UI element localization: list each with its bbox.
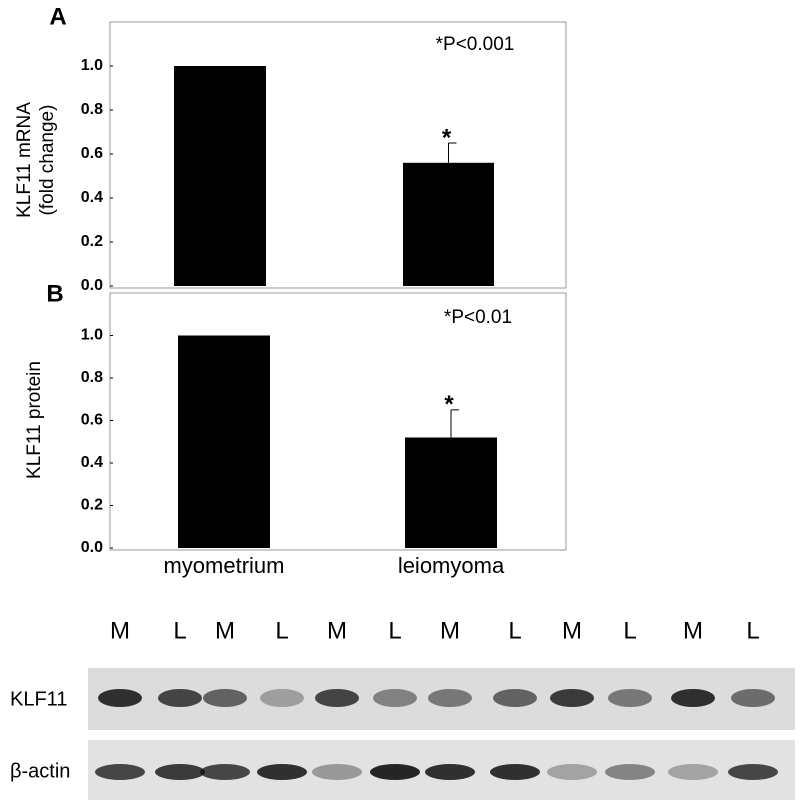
band xyxy=(608,689,652,707)
y-tick-label: 0.4 xyxy=(81,189,103,206)
band xyxy=(373,689,417,707)
lane-label: L xyxy=(173,617,186,644)
band xyxy=(95,764,145,780)
x-tick-label: myometrium xyxy=(163,553,284,578)
lane-label: M xyxy=(110,617,130,644)
bar xyxy=(403,162,494,286)
band xyxy=(428,689,472,707)
lane-label: L xyxy=(746,617,759,644)
lane-label: M xyxy=(440,617,460,644)
y-tick-label: 0.0 xyxy=(81,277,103,294)
band xyxy=(203,689,247,707)
band xyxy=(490,764,540,780)
band xyxy=(605,764,655,780)
significance-mark: * xyxy=(444,391,454,418)
band xyxy=(668,764,718,780)
band xyxy=(671,689,715,707)
band xyxy=(200,764,250,780)
panel-letter: A xyxy=(49,3,66,30)
lane-label: L xyxy=(275,617,288,644)
significance-mark: * xyxy=(442,124,452,151)
y-axis-label: (fold change) xyxy=(37,105,58,216)
y-tick-label: 0.2 xyxy=(81,497,103,514)
lane-label: M xyxy=(562,617,582,644)
bar xyxy=(174,66,266,286)
annotation: *P<0.01 xyxy=(444,307,512,328)
lane-label: L xyxy=(388,617,401,644)
band xyxy=(728,764,778,780)
y-tick-label: 0.6 xyxy=(81,145,103,162)
band xyxy=(370,764,420,780)
y-tick-label: 0.0 xyxy=(81,539,103,556)
plot-frame xyxy=(109,21,567,289)
y-tick-label: 0.2 xyxy=(81,233,103,250)
y-axis-label: KLF11 mRNA xyxy=(14,102,35,218)
plot-frame xyxy=(109,292,567,551)
row-label: β-actin xyxy=(10,760,70,782)
y-tick-label: 0.8 xyxy=(81,101,103,118)
row-label: KLF11 xyxy=(10,688,67,710)
band xyxy=(98,689,142,707)
y-tick-label: 1.0 xyxy=(81,327,103,344)
annotation: *P<0.001 xyxy=(436,34,515,55)
y-tick-label: 0.4 xyxy=(81,454,103,471)
band xyxy=(155,764,205,780)
lane-label: L xyxy=(508,617,521,644)
band xyxy=(312,764,362,780)
lane-label: L xyxy=(623,617,636,644)
band xyxy=(547,764,597,780)
band xyxy=(731,689,775,707)
panel-letter: B xyxy=(46,280,63,307)
band xyxy=(315,689,359,707)
lane-label: M xyxy=(683,617,703,644)
y-tick-label: 0.8 xyxy=(81,369,103,386)
lane-label: M xyxy=(327,617,347,644)
y-axis-label: KLF11 protein xyxy=(24,361,45,479)
bar xyxy=(178,335,270,548)
lane-label: M xyxy=(215,617,235,644)
band xyxy=(550,689,594,707)
y-tick-label: 1.0 xyxy=(81,57,103,74)
band xyxy=(257,764,307,780)
band xyxy=(158,689,202,707)
band xyxy=(493,689,537,707)
band xyxy=(425,764,475,780)
x-tick-label: leiomyoma xyxy=(398,553,505,578)
band xyxy=(260,689,304,707)
y-tick-label: 0.6 xyxy=(81,412,103,429)
bar xyxy=(405,437,497,548)
